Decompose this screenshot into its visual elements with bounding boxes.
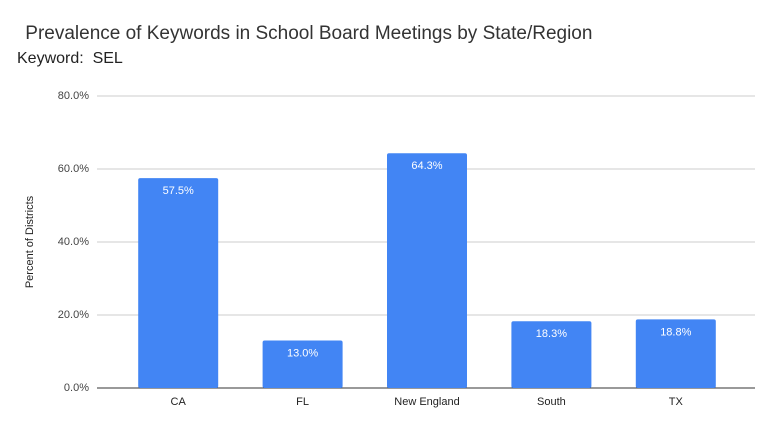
data-label: 57.5%	[163, 185, 194, 197]
bar	[262, 340, 343, 388]
data-label: 18.8%	[660, 326, 691, 338]
bar	[511, 321, 592, 388]
bar	[635, 319, 716, 388]
x-tick-label: TX	[669, 396, 684, 408]
data-label: 18.3%	[536, 328, 567, 340]
chart-subtitle: Keyword: SEL	[17, 50, 123, 67]
data-label: 64.3%	[411, 160, 442, 172]
y-tick-label: 40.0%	[58, 236, 89, 248]
chart-title: Prevalence of Keywords in School Board M…	[20, 23, 592, 44]
y-axis-label: Percent of Districts	[24, 195, 36, 288]
y-tick-label: 60.0%	[58, 163, 89, 175]
y-tick-label: 80.0%	[58, 90, 89, 102]
x-tick-label: CA	[171, 396, 187, 408]
y-tick-label: 0.0%	[64, 382, 89, 394]
x-tick-label: New England	[394, 396, 459, 408]
data-label: 13.0%	[287, 347, 318, 359]
y-tick-label: 20.0%	[58, 309, 89, 321]
x-tick-label: FL	[296, 396, 309, 408]
bar	[387, 153, 467, 388]
x-tick-label: South	[537, 396, 566, 408]
bar	[138, 178, 219, 388]
